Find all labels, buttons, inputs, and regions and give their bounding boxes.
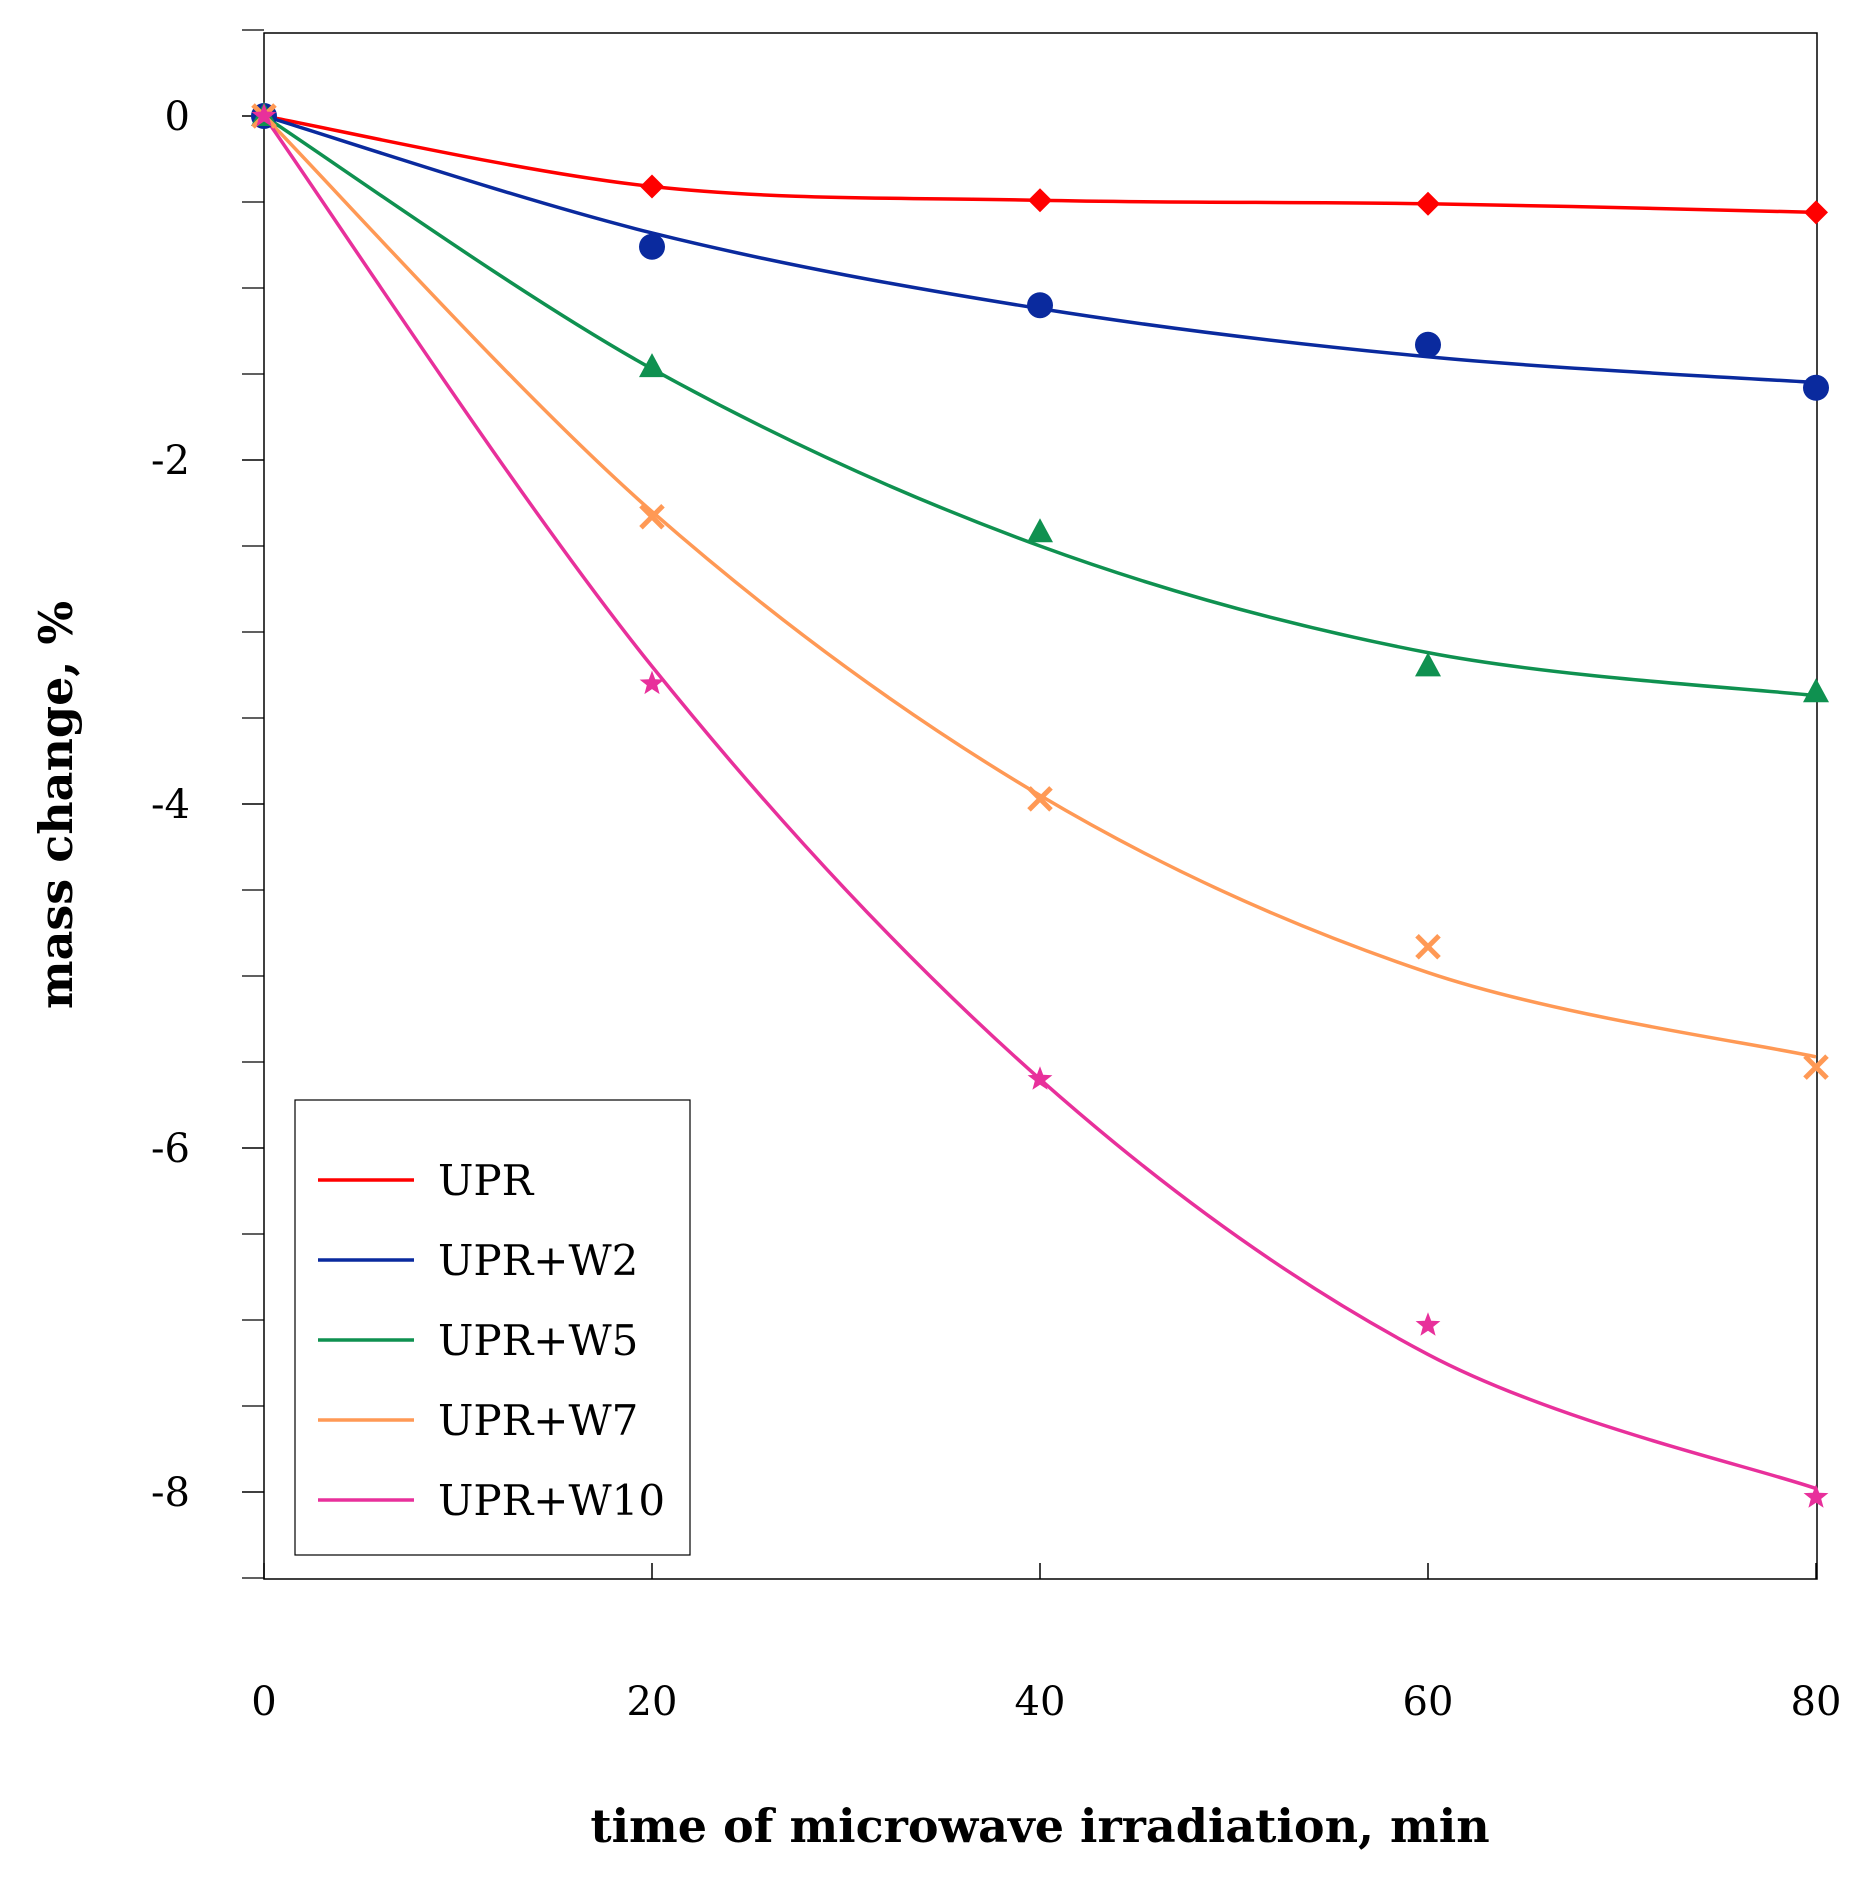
data-point-upr-w7	[1803, 1054, 1829, 1080]
x-tick-label: 80	[1791, 1679, 1842, 1725]
legend-label-upr-w2: UPR+W2	[438, 1236, 638, 1285]
x-tick-label: 0	[251, 1679, 276, 1725]
data-point-upr	[640, 174, 664, 199]
y-axis-title: mass change, %	[29, 601, 83, 1009]
y-tick-label: -6	[151, 1126, 190, 1172]
y-tick-label: -2	[151, 438, 190, 484]
axes: 0 20 40 60 80 0 -2 -4 -6 -8	[151, 29, 1842, 1725]
data-point-upr-w10	[1803, 1484, 1829, 1508]
data-point-upr-w5	[1027, 518, 1053, 543]
data-point-upr-w2	[1803, 374, 1829, 401]
legend-label-upr: UPR	[438, 1156, 535, 1205]
series-line-upr-w7	[262, 114, 1817, 1059]
data-point-upr-w10	[251, 103, 277, 127]
data-point-upr-w5	[1803, 678, 1829, 703]
y-tick-label: -4	[151, 782, 190, 828]
y-tick-label: 0	[165, 94, 190, 140]
series-line-upr-w10	[262, 114, 1817, 1491]
x-tick-label: 20	[627, 1679, 678, 1725]
series-line-upr-w5	[263, 114, 1817, 698]
data-point-upr-w10	[639, 670, 665, 695]
data-point-upr-w2	[1027, 292, 1053, 319]
data-point-upr-w7	[639, 503, 665, 530]
data-markers	[251, 102, 1829, 1508]
legend-label-upr-w5: UPR+W5	[438, 1316, 638, 1365]
legend-label-upr-w7: UPR+W7	[438, 1396, 638, 1445]
data-point-upr-w5	[639, 353, 665, 378]
x-tick-label: 60	[1403, 1679, 1454, 1725]
data-point-upr	[1028, 188, 1052, 213]
data-point-upr	[1416, 191, 1440, 216]
x-tick-label: 40	[1015, 1679, 1066, 1725]
y-tick-label: -8	[151, 1470, 190, 1516]
data-point-upr-w10	[1027, 1066, 1053, 1090]
data-point-upr-w2	[639, 233, 665, 260]
fit-curves	[262, 114, 1817, 1491]
x-axis-title: time of microwave irradiation, min	[590, 1799, 1489, 1853]
series-line-upr-w2	[263, 114, 1817, 385]
data-point-upr-w10	[1415, 1312, 1441, 1336]
legend-box	[294, 1099, 691, 1556]
data-point-upr-w2	[1415, 331, 1441, 358]
legend-label-upr-w10: UPR+W10	[438, 1476, 665, 1525]
data-point-upr-w7	[1415, 933, 1441, 960]
data-point-upr-w7	[1027, 786, 1053, 812]
data-point-upr	[1804, 200, 1828, 225]
legend: UPR UPR+W2 UPR+W5 UPR+W7 UPR+W10	[294, 1099, 691, 1556]
data-point-upr-w5	[1415, 652, 1441, 677]
